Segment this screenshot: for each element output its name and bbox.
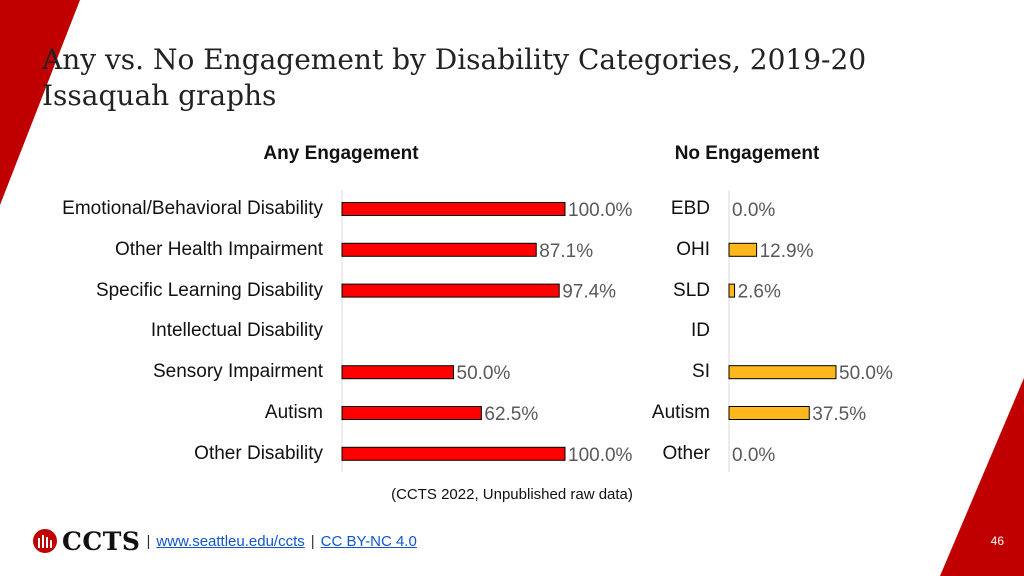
any-engagement-value-label: 50.0% [457, 363, 511, 384]
any-engagement-value-label: 100.0% [568, 445, 633, 466]
license-link[interactable]: CC BY-NC 4.0 [320, 532, 417, 550]
no-engagement-category-label: SI [692, 361, 710, 383]
no-engagement-value-label: 0.0% [732, 445, 775, 466]
right-red-corner [940, 378, 1024, 576]
no-engagement-bar [728, 406, 810, 420]
any-engagement-heading: Any Engagement [263, 143, 419, 164]
any-engagement-category-label: Emotional/Behavioral Disability [62, 198, 323, 219]
any-engagement-value-label: 87.1% [539, 241, 593, 262]
page-number: 46 [990, 534, 1004, 548]
footer-separator: | [146, 532, 151, 550]
no-engagement-value-label: 50.0% [839, 363, 893, 384]
any-engagement-category-label: Sensory Impairment [152, 361, 323, 383]
any-engagement-category-label: Other Disability [194, 442, 323, 464]
logo-text: CCTS [62, 526, 141, 556]
no-engagement-value-label: 12.9% [760, 241, 814, 262]
any-engagement-value-label: 62.5% [484, 404, 538, 425]
ccts-logo-icon [33, 529, 57, 553]
no-engagement-bar [728, 283, 736, 298]
any-engagement-bar [341, 365, 454, 380]
any-engagement-value-label: 100.0% [568, 200, 633, 221]
any-engagement-category-label: Specific Learning Disability [95, 279, 323, 301]
page-title: Any vs. No Engagement by Disability Cate… [42, 43, 867, 112]
any-engagement-category-label: Autism [264, 402, 323, 423]
no-engagement-category-label: Other [662, 442, 710, 464]
no-engagement-category-label: OHI [676, 238, 710, 260]
no-engagement-value-label: 0.0% [732, 200, 775, 221]
footer: CCTS | www.seattleu.edu/ccts | CC BY-NC … [32, 524, 417, 558]
no-engagement-category-label: SLD [673, 279, 710, 301]
any-engagement-bar [341, 283, 560, 298]
no-engagement-category-label: EBD [670, 198, 710, 219]
no-engagement-bar [728, 365, 837, 380]
any-engagement-bar [341, 406, 482, 420]
left-red-stripe [0, 0, 80, 205]
no-engagement-bar [728, 242, 758, 257]
any-engagement-bar [341, 242, 537, 257]
no-engagement-value-label: 37.5% [812, 404, 866, 425]
any-engagement-value-label: 97.4% [562, 282, 616, 303]
any-engagement-bar [341, 446, 566, 461]
no-engagement-category-label: ID [691, 320, 710, 342]
any-engagement-category-label: Other Health Impairment [114, 238, 323, 260]
any-engagement-bar [341, 202, 566, 216]
no-engagement-value-label: 2.6% [738, 282, 781, 303]
ccts-logo: CCTS [32, 527, 140, 556]
website-link[interactable]: www.seattleu.edu/ccts [156, 532, 305, 550]
data-source-note: (CCTS 2022, Unpublished raw data) [391, 486, 633, 503]
no-engagement-heading: No Engagement [674, 143, 820, 164]
any-engagement-category-label: Intellectual Disability [150, 320, 323, 342]
footer-separator: | [310, 532, 315, 550]
no-engagement-category-label: Autism [651, 402, 710, 423]
